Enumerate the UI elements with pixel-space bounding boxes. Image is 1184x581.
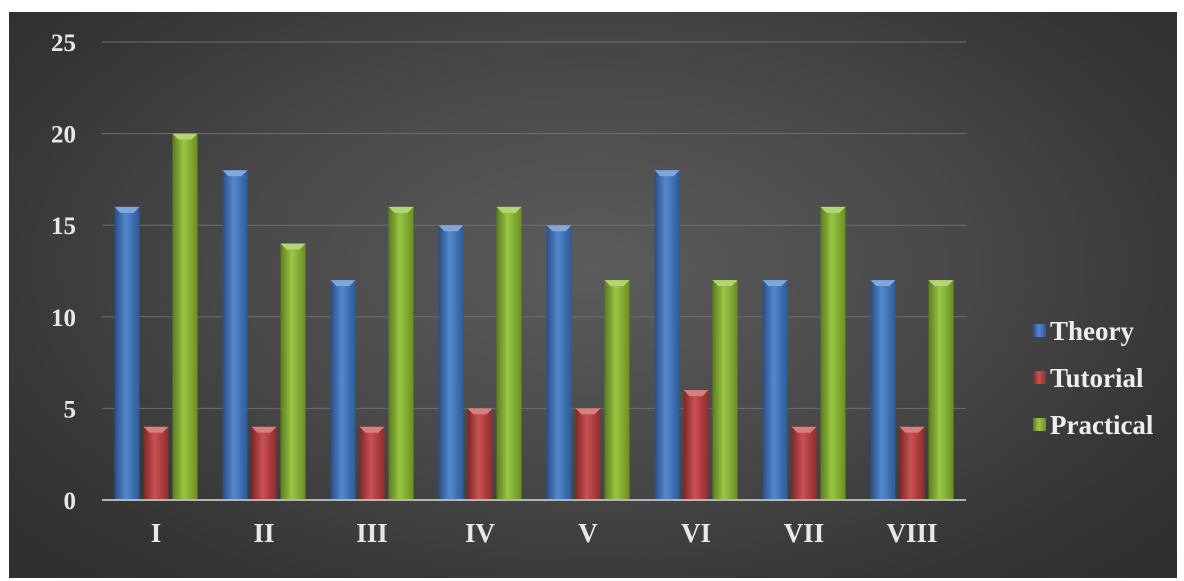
bar-theory-viii [870,280,896,500]
bar-tutorial-viii [899,426,925,500]
x-tick-label: II [253,518,274,548]
x-tick-label: IV [465,518,496,548]
bar-bevel [467,408,493,415]
bar-tutorial-vi [683,390,709,500]
bar-theory-ii [222,170,248,501]
bar-theory-iii [330,280,356,500]
bar-theory-vi [654,170,680,501]
bar-bevel [222,170,248,177]
bar-tutorial-iv [467,408,493,500]
y-tick-label: 25 [51,30,76,57]
bar-bevel [143,426,169,433]
bar-bevel [654,170,680,177]
legend-swatch-theory [1033,324,1046,337]
legend-label-theory: Theory [1050,316,1134,346]
bar-bevel [791,426,817,433]
bar-theory-vii [762,280,788,500]
bar-tutorial-i [143,426,169,500]
bar-bevel [280,243,306,250]
y-tick-label: 5 [64,396,77,423]
bar-bevel [712,280,738,287]
bar-theory-i [114,206,140,500]
x-tick-label: III [356,518,388,548]
chart-frame: 0 5 10 15 20 25 I II III IV V VI VII VIII Theory Tuto… [9,12,1177,578]
x-tick-label: VI [681,518,711,548]
bar-practical-vii [820,206,846,500]
bars [114,133,954,501]
bar-bevel [438,225,464,232]
y-tick-label: 20 [51,122,76,149]
bar-bevel [575,408,601,415]
bar-tutorial-v [575,408,601,500]
bar-bevel [388,206,414,213]
bar-practical-vi [712,280,738,500]
bar-practical-i [172,133,198,500]
bar-practical-iv [496,206,522,500]
bar-bevel [546,225,572,232]
x-tick-label: I [151,518,162,548]
bar-bevel [359,426,385,433]
bar-practical-ii [280,243,306,500]
bar-tutorial-vii [791,426,817,500]
bar-practical-iii [388,206,414,500]
x-tick-label: VII [784,518,825,548]
legend-swatch-tutorial [1033,371,1046,384]
bar-bevel [604,280,630,287]
x-axis-ticks: I II III IV V VI VII VIII [151,518,938,548]
bar-practical-viii [928,280,954,500]
bar-theory-v [546,225,572,500]
bar-bevel [172,133,198,140]
x-tick-label: VIII [886,518,937,548]
bar-tutorial-ii [251,426,277,500]
y-axis-ticks: 0 5 10 15 20 25 [51,30,76,515]
legend-swatch-practical [1033,418,1046,431]
bar-bevel [870,280,896,287]
bar-practical-v [604,280,630,500]
bar-bevel [496,206,522,213]
bar-theory-iv [438,225,464,500]
bar-bevel [251,426,277,433]
y-tick-label: 10 [51,305,76,332]
y-tick-label: 15 [51,213,76,240]
legend-label-tutorial: Tutorial [1050,363,1144,393]
bar-tutorial-iii [359,426,385,500]
legend-label-practical: Practical [1050,410,1154,440]
y-tick-label: 0 [64,488,77,515]
bar-bevel [330,280,356,287]
bar-bevel [114,206,140,213]
bar-bevel [928,280,954,287]
x-tick-label: V [578,518,598,548]
bar-bevel [762,280,788,287]
bar-bevel [899,426,925,433]
legend: Theory Tutorial Practical [1033,316,1154,440]
bar-bevel [820,206,846,213]
bar-bevel [683,390,709,397]
